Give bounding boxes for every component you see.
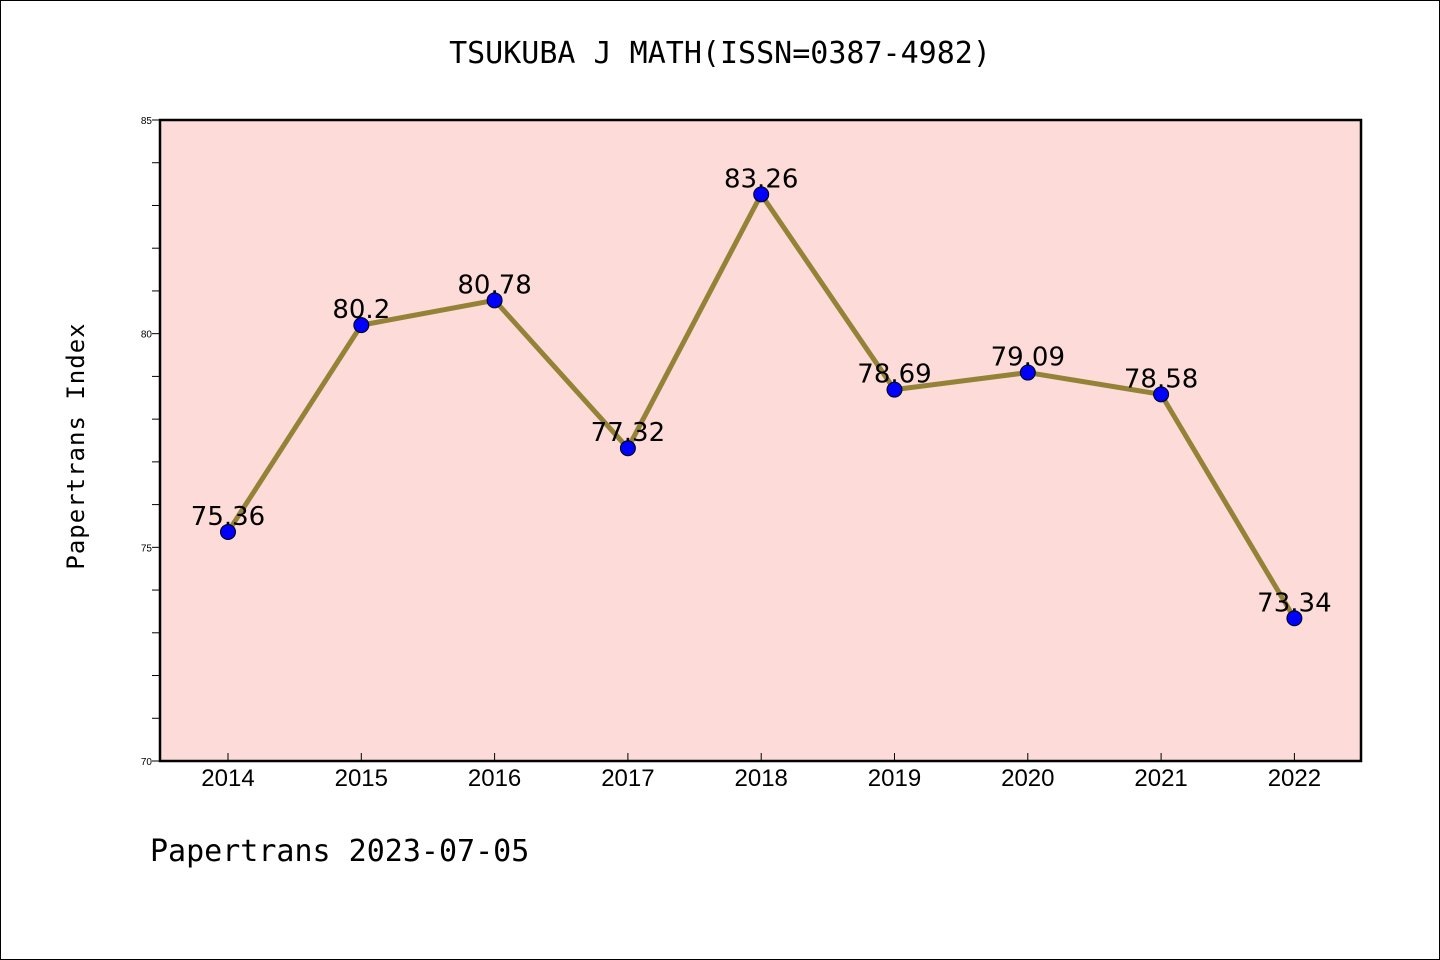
y-tick-label: 70 bbox=[141, 757, 153, 768]
data-point bbox=[1153, 386, 1170, 403]
data-point bbox=[619, 440, 636, 457]
x-tick-label: 2021 bbox=[1134, 765, 1187, 792]
plot-area bbox=[160, 120, 1361, 761]
data-point bbox=[1286, 610, 1303, 627]
x-tick-label: 2018 bbox=[735, 765, 788, 792]
y-tick-label: 75 bbox=[141, 543, 153, 554]
x-tick-label: 2014 bbox=[201, 765, 254, 792]
x-tick-label: 2019 bbox=[868, 765, 921, 792]
x-tick-label: 2015 bbox=[335, 765, 388, 792]
data-point bbox=[1019, 364, 1036, 381]
footer-date: Papertrans 2023-07-05 bbox=[150, 834, 530, 869]
chart-title: TSUKUBA J MATH(ISSN=0387-4982) bbox=[449, 36, 991, 71]
data-point bbox=[220, 523, 236, 540]
data-point bbox=[886, 381, 903, 398]
x-tick-label: 2016 bbox=[468, 765, 521, 792]
x-tick-label: 2017 bbox=[601, 765, 654, 792]
x-tick-label: 2022 bbox=[1268, 765, 1321, 792]
data-point bbox=[753, 186, 770, 203]
x-tick-label: 2020 bbox=[1001, 765, 1054, 792]
y-tick-label: 80 bbox=[141, 330, 153, 341]
plot-border bbox=[158, 118, 1363, 763]
data-point bbox=[486, 292, 503, 309]
data-point bbox=[353, 317, 370, 334]
y-tick-label: 85 bbox=[141, 116, 153, 127]
